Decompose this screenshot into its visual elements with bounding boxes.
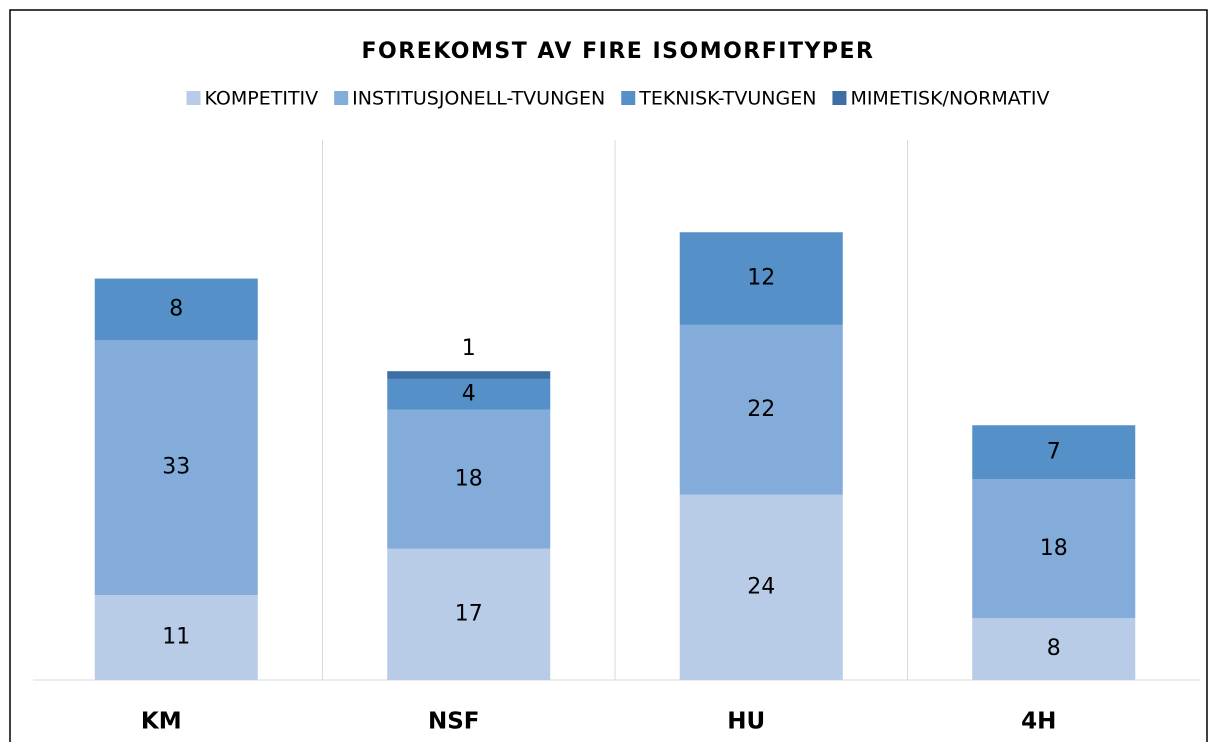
data-label: 22 — [747, 397, 775, 422]
x-tick-label: KM — [141, 709, 182, 735]
legend-label: TEKNISK-TVUNGEN — [638, 88, 816, 110]
data-label: 8 — [169, 296, 183, 321]
x-tick-label: 4H — [1021, 709, 1056, 735]
legend-label: MIMETISK/NORMATIV — [850, 88, 1049, 110]
x-tick-label: NSF — [428, 709, 480, 735]
bar-segment — [972, 618, 1136, 680]
x-tick-label: HU — [727, 709, 765, 735]
legend-label: KOMPETITIV — [205, 88, 319, 110]
bar-segment — [387, 378, 551, 410]
data-label: 4 — [462, 381, 476, 406]
data-label: 18 — [455, 466, 483, 491]
chart-title: FOREKOMST AV FIRE ISOMORFITYPER — [362, 39, 875, 64]
bar-segment — [94, 340, 258, 596]
bar-segment — [387, 409, 551, 549]
data-label: 11 — [162, 625, 190, 650]
frame — [9, 9, 1208, 746]
bar-segment — [972, 479, 1136, 619]
legend: KOMPETITIV INSTITUSJONELL-TVUNGEN TEKNISK-… — [186, 88, 1049, 110]
bar-segment — [679, 232, 843, 325]
bar-segment — [679, 324, 843, 495]
data-label: 24 — [747, 574, 775, 599]
data-label: 7 — [1047, 439, 1061, 464]
legend-label: INSTITUSJONELL-TVUNGEN — [352, 88, 605, 110]
legend-swatch — [832, 91, 847, 105]
bar-segment — [94, 278, 258, 341]
data-label: 18 — [1040, 536, 1068, 561]
data-label: 12 — [747, 266, 775, 291]
data-label: 33 — [162, 455, 190, 480]
bar-segment — [972, 425, 1136, 480]
data-label: 17 — [455, 601, 483, 626]
legend-swatch — [186, 91, 201, 105]
bar-segment — [94, 595, 258, 680]
data-label: 8 — [1047, 636, 1061, 661]
bar-segment — [387, 548, 551, 680]
data-label: 1 — [462, 336, 476, 361]
bar-segment — [387, 371, 551, 379]
bar-segment — [679, 494, 843, 680]
legend-swatch — [334, 91, 349, 105]
legend-swatch — [621, 91, 636, 105]
